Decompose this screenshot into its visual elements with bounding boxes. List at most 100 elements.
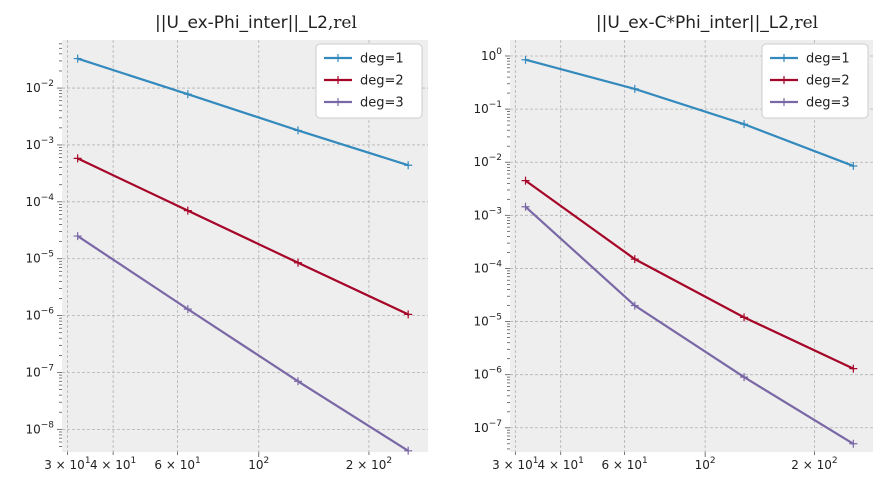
chart-title-main: ||U_ex-C*Phi_inter||_L2 (596, 13, 789, 33)
x-tick-exponent: 1 (195, 456, 201, 466)
chart-title-main: ||U_ex-Phi_inter||_L2 (155, 13, 328, 33)
data-point-deg=2 (740, 313, 749, 322)
x-tick-exponent: 1 (578, 456, 584, 466)
x-tick-exponent: 2 (264, 456, 270, 466)
y-tick-label: 100 (481, 47, 502, 63)
legend-marker (334, 76, 342, 84)
x-tick-base: 4 × 10 (538, 458, 579, 472)
y-tick-label: 10−6 (473, 366, 502, 382)
y-tick-exponent: −1 (489, 100, 502, 110)
y-tick-base: 10 (481, 49, 496, 63)
data-point-deg=2 (294, 258, 303, 267)
legend-marker (334, 54, 342, 62)
data-point-deg=1 (521, 55, 530, 64)
data-point-deg=2 (183, 206, 192, 215)
y-tick-base: 10 (25, 81, 40, 95)
y-tick-label: 10−2 (25, 79, 54, 95)
y-tick-label: 10−2 (473, 153, 502, 169)
y-tick-label: 10−3 (473, 206, 502, 222)
y-tick-base: 10 (25, 195, 40, 209)
chart-title-suffix: ,rel (328, 13, 357, 33)
chart-title: ||U_ex-C*Phi_inter||_L2,rel (596, 13, 818, 33)
data-point-deg=3 (404, 446, 413, 455)
series-line-deg=2 (77, 157, 409, 316)
legend-marker (334, 98, 342, 106)
x-tick-label: 2 × 102 (346, 456, 392, 472)
data-point-deg=3 (849, 439, 858, 448)
data-point-deg=1 (849, 161, 858, 170)
x-tick-base: 3 × 10 (44, 458, 85, 472)
y-tick-label: 10−7 (473, 419, 502, 435)
y-tick-label: 10−6 (25, 307, 54, 323)
y-tick-exponent: −4 (489, 259, 503, 269)
y-tick-label: 10−8 (25, 420, 54, 436)
y-tick-exponent: −4 (41, 193, 55, 203)
x-tick-base: 3 × 10 (492, 458, 533, 472)
x-tick-base: 6 × 10 (601, 458, 642, 472)
y-tick-base: 10 (473, 102, 488, 116)
y-tick-base: 10 (25, 422, 40, 436)
y-tick-exponent: −5 (41, 250, 54, 260)
y-tick-exponent: −8 (41, 420, 55, 430)
x-tick-label: 6 × 101 (154, 456, 200, 472)
legend-label: deg=1 (806, 52, 850, 67)
x-tick-base: 4 × 10 (90, 458, 131, 472)
y-tick-base: 10 (473, 421, 488, 435)
data-point-deg=3 (630, 301, 639, 310)
legend-box (315, 43, 423, 119)
data-point-deg=2 (630, 255, 639, 264)
legend-label: deg=1 (360, 52, 404, 67)
data-point-deg=1 (73, 54, 82, 63)
y-tick-exponent: −7 (41, 363, 54, 373)
x-tick-exponent: 1 (533, 456, 539, 466)
data-point-deg=2 (521, 176, 530, 185)
x-tick-label: 2 × 102 (791, 456, 837, 472)
data-point-deg=3 (183, 305, 192, 314)
x-tick-label: 4 × 101 (90, 456, 136, 472)
x-tick-label: 4 × 101 (538, 456, 584, 472)
y-tick-exponent: −5 (489, 313, 502, 323)
data-point-deg=3 (740, 373, 749, 382)
y-tick-exponent: −2 (489, 153, 502, 163)
x-tick-exponent: 1 (131, 456, 137, 466)
chart-title: ||U_ex-Phi_inter||_L2,rel (155, 13, 357, 33)
legend-label: deg=2 (360, 74, 404, 89)
y-tick-base: 10 (25, 309, 40, 323)
legend-label: deg=2 (806, 74, 850, 89)
y-tick-exponent: −3 (41, 136, 54, 146)
x-tick-label: 3 × 101 (44, 456, 90, 472)
y-tick-base: 10 (473, 315, 488, 329)
data-point-deg=1 (630, 84, 639, 93)
y-tick-label: 10−4 (25, 193, 54, 209)
series-line-deg=3 (77, 235, 409, 452)
y-tick-exponent: −6 (41, 307, 55, 317)
y-tick-base: 10 (473, 261, 488, 275)
right-chart: 3 × 101 4 × 101 6 × 101 102 2 × 10210−710−61… (473, 13, 873, 472)
left-chart: 3 × 101 4 × 101 6 × 101 102 2 × 10210−810−71… (25, 13, 428, 472)
x-tick-exponent: 2 (386, 456, 392, 466)
x-tick-base: 6 × 10 (154, 458, 195, 472)
x-tick-label: 102 (695, 456, 716, 472)
y-tick-exponent: −3 (489, 206, 502, 216)
x-tick-exponent: 2 (710, 456, 716, 466)
x-tick-label: 102 (248, 456, 269, 472)
y-tick-label: 10−5 (25, 250, 54, 266)
data-point-deg=1 (404, 161, 413, 170)
y-tick-label: 10−3 (25, 136, 54, 152)
x-tick-exponent: 1 (642, 456, 648, 466)
legend: deg=1 deg=2 deg=3 (761, 43, 869, 119)
data-point-deg=2 (404, 310, 413, 319)
y-tick-base: 10 (25, 365, 40, 379)
y-tick-exponent: −2 (41, 79, 54, 89)
y-tick-base: 10 (25, 138, 40, 152)
series-line-deg=1 (77, 57, 409, 167)
x-tick-base: 2 × 10 (791, 458, 832, 472)
legend-marker (780, 76, 788, 84)
y-tick-exponent: −7 (489, 419, 502, 429)
y-tick-exponent: −6 (489, 366, 503, 376)
y-tick-label: 10−5 (473, 313, 502, 329)
data-point-deg=3 (294, 377, 303, 386)
x-tick-base: 2 × 10 (346, 458, 387, 472)
data-point-deg=1 (183, 90, 192, 99)
